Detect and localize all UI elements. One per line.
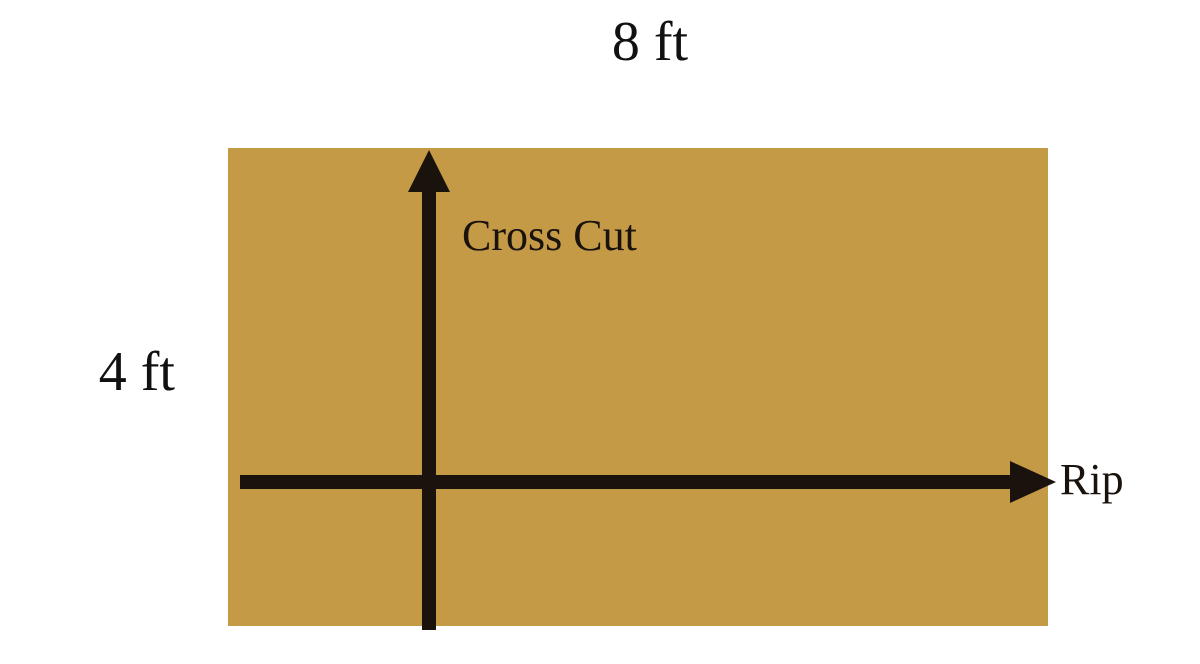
crosscut-arrow-line (422, 185, 436, 630)
rip-label: Rip (1060, 454, 1180, 505)
rip-arrow-head (1010, 461, 1056, 503)
crosscut-label: Cross Cut (462, 210, 762, 261)
rip-arrow-line (240, 475, 1010, 489)
width-label: 8 ft (550, 10, 750, 74)
height-label: 4 ft (25, 340, 175, 404)
crosscut-arrow-head (408, 150, 450, 192)
diagram-canvas: 8 ft 4 ft Cross Cut Rip (0, 0, 1200, 664)
